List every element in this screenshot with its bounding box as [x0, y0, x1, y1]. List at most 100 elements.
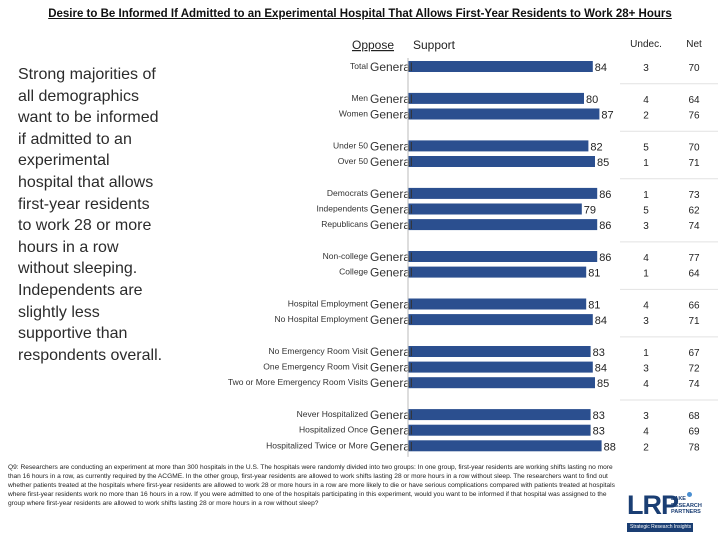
- support-value: 86: [599, 252, 611, 264]
- row-label: Total: [350, 61, 368, 71]
- support-value: 82: [590, 141, 602, 153]
- support-value: 87: [601, 110, 613, 122]
- net-value: 76: [688, 111, 700, 122]
- net-value: 64: [688, 95, 700, 106]
- support-bar: [408, 361, 593, 373]
- bar-chart: Oppose Support Undec. Net Total General 84…: [228, 38, 718, 457]
- net-value: 78: [688, 442, 700, 453]
- net-value: 62: [688, 206, 700, 217]
- row-sublabel: General: [370, 203, 413, 217]
- row-label: Never Hospitalized: [297, 409, 369, 419]
- net-value: 73: [688, 190, 700, 201]
- support-value: 88: [604, 441, 616, 453]
- undec-value: 1: [643, 348, 649, 359]
- row-label: Democrats: [327, 188, 368, 198]
- row-sublabel: General: [370, 155, 413, 169]
- net-value: 77: [688, 253, 700, 264]
- row-label: Republicans: [321, 219, 368, 229]
- header-support: Support: [413, 38, 456, 52]
- support-value: 83: [593, 426, 605, 438]
- support-bar: [408, 424, 591, 436]
- support-value: 85: [597, 378, 609, 390]
- net-value: 70: [688, 63, 700, 74]
- support-value: 86: [599, 220, 611, 232]
- undec-value: 2: [643, 111, 649, 122]
- undec-value: 3: [643, 63, 649, 74]
- row-sublabel: General: [370, 60, 413, 74]
- support-value: 84: [595, 62, 607, 74]
- support-value: 84: [595, 363, 607, 375]
- net-value: 72: [688, 364, 700, 375]
- row-label: Two or More Emergency Room Visits: [228, 377, 368, 387]
- net-value: 74: [688, 221, 700, 232]
- net-value: 71: [688, 158, 700, 169]
- header-undec: Undec.: [630, 39, 662, 50]
- support-bar: [408, 251, 598, 262]
- support-value: 83: [593, 347, 605, 359]
- support-value: 79: [584, 205, 596, 217]
- net-value: 66: [688, 301, 700, 312]
- support-value: 84: [595, 315, 607, 327]
- logo-letters: LRP: [627, 490, 679, 520]
- undec-value: 1: [643, 190, 649, 201]
- row-sublabel: General: [370, 298, 413, 312]
- lrp-logo: LRP LAKE RESEARCH PARTNERS Strategic Res…: [627, 490, 717, 536]
- row-label: Over 50: [338, 156, 369, 166]
- support-bar: [408, 440, 602, 452]
- support-bar: [408, 346, 591, 357]
- undec-value: 1: [643, 269, 649, 280]
- row-sublabel: General: [370, 108, 413, 122]
- summary-text: Strong majorities of all demographics wa…: [18, 66, 163, 364]
- row-sublabel: General: [370, 345, 413, 359]
- net-value: 69: [688, 427, 700, 438]
- chart-title: Desire to Be Informed If Admitted to an …: [48, 8, 672, 20]
- support-bar: [408, 266, 587, 278]
- support-bar: [408, 108, 600, 120]
- net-value: 67: [688, 348, 700, 359]
- row-sublabel: General: [370, 92, 413, 106]
- row-label: No Emergency Room Visit: [268, 346, 368, 356]
- support-value: 80: [586, 94, 598, 106]
- row-sublabel: General: [370, 218, 413, 232]
- row-sublabel: General: [370, 376, 413, 390]
- row-sublabel: General: [370, 424, 413, 438]
- row-label: Hospitalized Twice or More: [266, 440, 368, 450]
- support-bar: [408, 298, 587, 310]
- undec-value: 4: [643, 253, 649, 264]
- question-footnote: Q9: Researchers are conducting an experi…: [8, 464, 615, 508]
- header-oppose: Oppose: [352, 38, 394, 52]
- row-label: College: [339, 267, 368, 277]
- undec-value: 4: [643, 427, 649, 438]
- row-label: Men: [351, 93, 368, 103]
- undec-value: 4: [643, 379, 649, 390]
- net-value: 70: [688, 142, 700, 153]
- undec-value: 4: [643, 301, 649, 312]
- undec-value: 3: [643, 364, 649, 375]
- row-sublabel: General: [370, 361, 413, 375]
- support-value: 85: [597, 157, 609, 169]
- row-sublabel: General: [370, 187, 413, 201]
- support-bar: [408, 203, 582, 215]
- row-sublabel: General: [370, 408, 413, 422]
- row-label: Women: [339, 109, 368, 119]
- net-value: 74: [688, 379, 700, 390]
- support-value: 86: [599, 189, 611, 201]
- undec-value: 3: [643, 221, 649, 232]
- logo-bar: Strategic Research Insights: [627, 523, 693, 532]
- support-value: 83: [593, 410, 605, 422]
- net-value: 64: [688, 269, 700, 280]
- undec-value: 2: [643, 442, 649, 453]
- logo-dot-icon: [687, 492, 692, 497]
- logo-tagline: LAKE RESEARCH PARTNERS: [671, 496, 702, 515]
- row-sublabel: General: [370, 250, 413, 264]
- support-bar: [408, 377, 595, 389]
- row-label: Under 50: [333, 140, 368, 150]
- row-sublabel: General: [370, 266, 413, 280]
- row-label: One Emergency Room Visit: [263, 362, 368, 372]
- row-sublabel: General: [370, 139, 413, 153]
- support-value: 81: [588, 268, 600, 280]
- support-bar: [408, 61, 593, 72]
- net-value: 68: [688, 411, 700, 422]
- undec-value: 5: [643, 206, 649, 217]
- row-label: Hospitalized Once: [299, 425, 368, 435]
